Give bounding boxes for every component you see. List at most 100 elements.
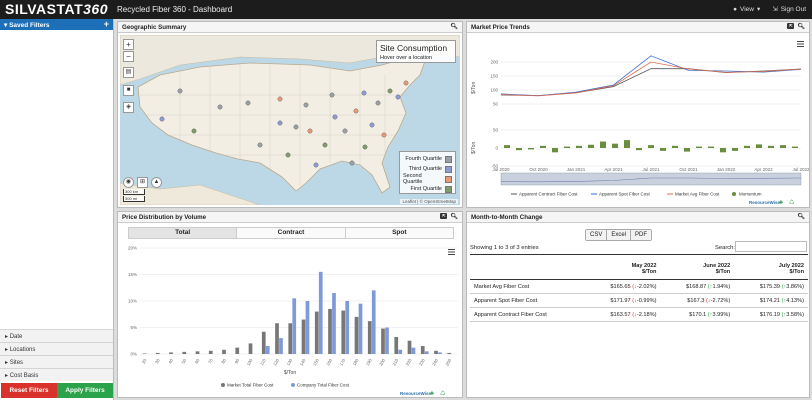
leaf-icon: ♣ <box>430 391 434 397</box>
print-icon[interactable]: ▤ <box>123 67 134 78</box>
distribution-grid <box>140 247 458 355</box>
caret-right-icon: ▸ <box>5 347 10 353</box>
tab-spot[interactable]: Spot <box>345 228 453 238</box>
quartile-legend: Fourth Quartile Third Quartile Second Qu… <box>399 151 456 194</box>
distribution-bar <box>248 343 253 354</box>
geographic-summary-panel: Geographic Summary 🔍︎ <box>117 21 463 208</box>
accordion-cost-basis-label: Cost Basis <box>9 373 39 379</box>
range-selection[interactable] <box>501 173 801 185</box>
search-icon[interactable]: 🔍︎ <box>797 24 805 30</box>
momentum-bar <box>504 145 510 148</box>
momentum-bar <box>780 145 786 148</box>
app-title: Recycled Fiber 360 - Dashboard <box>117 5 233 14</box>
caret-down-icon: ▾ <box>4 22 8 29</box>
apply-filters-button[interactable]: Apply Filters <box>57 383 113 398</box>
pdf-button[interactable]: PDF <box>631 230 652 240</box>
momentum-y-label: $/Ton <box>471 142 477 154</box>
reset-filters-button[interactable]: Reset Filters <box>1 383 57 398</box>
x-tick-label: 160 <box>325 357 333 366</box>
layers-icon[interactable]: ◈ <box>123 102 134 113</box>
x-tick-label: 170 <box>338 357 346 366</box>
zoom-in-button[interactable]: + <box>123 39 134 50</box>
cell-value: $175.39 <box>759 283 781 290</box>
search-icon[interactable]: 🔍︎ <box>450 24 458 30</box>
chart-menu-icon[interactable] <box>797 41 804 47</box>
compass-icon[interactable]: ▲ <box>151 177 162 188</box>
map[interactable]: + − ▤ ■ ◈ ◉ ⊞ ▲ Site Consumption Hover o… <box>120 35 460 205</box>
cell-value: $170.1 <box>689 311 707 318</box>
tab-total[interactable]: Total <box>129 228 238 238</box>
legend-label: Market Avg Fiber Cost <box>675 192 720 197</box>
table-info: Showing 1 to 3 of 3 entries <box>470 245 539 251</box>
distribution-bar <box>195 351 200 354</box>
accordion-cost-basis[interactable]: ▸ Cost Basis <box>0 368 113 381</box>
search-icon[interactable]: 🔍︎ <box>450 214 458 220</box>
accordion-sites[interactable]: ▸ Sites <box>0 355 113 368</box>
x-tick-label: 180 <box>352 357 360 366</box>
x-tick-label: 90 <box>234 357 241 364</box>
legend-label: Apparent Contract Fiber Cost <box>519 192 578 197</box>
panel-title: Price Distribution by Volume <box>122 214 207 221</box>
price-distribution-panel: Price Distribution by Volume ⇱ 🔍︎ Total Co… <box>117 211 463 398</box>
csv-button[interactable]: CSV <box>586 230 608 240</box>
x-tick-label: Jul 2020 <box>492 167 510 172</box>
table-row: Market Avg Fiber Cost $165.65 (↓-2.02%) $1… <box>470 279 808 294</box>
x-tick-label: 110 <box>259 357 267 366</box>
distribution-bar <box>332 293 336 354</box>
fullscreen-icon[interactable]: ⇱ <box>440 213 448 219</box>
y-tick-label: 5% <box>130 325 137 330</box>
momentum-bar <box>648 145 654 148</box>
momentum-bar <box>720 148 726 153</box>
accordion-date-label: Date <box>9 334 23 340</box>
row-label: Apparent Contract Fiber Cost <box>470 307 585 322</box>
cell-change: 3.58% <box>786 311 803 318</box>
momentum-bar <box>636 148 642 151</box>
x-tick-label: Jan 2022 <box>717 167 736 172</box>
search-label: Search: <box>715 245 735 251</box>
site-markers[interactable] <box>159 80 409 168</box>
sign-out-link[interactable]: ⇲ Sign Out <box>772 5 806 14</box>
month-to-month-panel: Month-to-Month Change 🔍︎ CSV Excel PDF Sh… <box>466 211 810 398</box>
state-borders <box>140 64 410 185</box>
search-icon[interactable]: 🔍︎ <box>797 214 805 220</box>
excel-button[interactable]: Excel <box>607 230 632 240</box>
arrow-up-icon: (↑ <box>780 297 787 304</box>
cell-paren: ) <box>728 311 731 318</box>
export-icon[interactable]: ■ <box>123 85 134 96</box>
app-logo[interactable]: SILVASTAT360 <box>5 1 108 17</box>
locate-icon[interactable]: ◉ <box>123 177 134 188</box>
x-tick-label: 130 <box>285 357 293 366</box>
cell-change: -2.18% <box>636 311 655 318</box>
range-navigator[interactable] <box>500 172 802 186</box>
zoom-out-button[interactable]: − <box>123 51 134 62</box>
table-header-row: May 2022 $/Ton June 2022 $/Ton July 2022 $/… <box>470 254 808 280</box>
x-tick-label: 80 <box>220 357 227 364</box>
column-header[interactable]: May 2022 $/Ton <box>584 254 661 280</box>
tab-contract[interactable]: Contract <box>237 228 346 238</box>
cell-change: -2.02% <box>636 283 655 290</box>
momentum-bar <box>624 140 630 148</box>
cell-paren: ) <box>802 311 804 318</box>
column-header[interactable]: July 2022 $/Ton <box>734 254 808 280</box>
x-tick-label: Oct 2021 <box>679 167 698 172</box>
view-menu[interactable]: ● View ▾ <box>733 5 760 14</box>
accordion-date[interactable]: ▸ Date <box>0 329 113 342</box>
accordion-locations[interactable]: ▸ Locations <box>0 342 113 355</box>
series-line <box>500 68 802 97</box>
search-input[interactable] <box>735 241 807 252</box>
column-month: May 2022 <box>631 263 657 269</box>
saved-filters-header[interactable]: ▾ Saved Filters + <box>0 19 113 30</box>
column-header[interactable] <box>470 254 585 280</box>
column-header[interactable]: June 2022 $/Ton <box>660 254 735 280</box>
chart-menu-icon[interactable] <box>448 249 455 255</box>
scale-mi: 300 mi <box>123 196 145 202</box>
measure-icon[interactable]: ⊞ <box>137 177 148 188</box>
site-consumption-box: Site Consumption Hover over a location <box>376 40 456 63</box>
fullscreen-icon[interactable]: ⇱ <box>787 23 795 29</box>
trend-lines <box>500 55 802 97</box>
add-filter-icon[interactable]: + <box>103 19 109 29</box>
legend-swatch <box>732 192 736 196</box>
distribution-x-ticks: 20 30 40 50 60 70 80 90 100 110 120 130 140 150 160 170… <box>141 357 453 366</box>
map-attribution[interactable]: Leaflet | © OpenStreetMap <box>400 199 458 204</box>
accordion-locations-label: Locations <box>9 347 36 353</box>
